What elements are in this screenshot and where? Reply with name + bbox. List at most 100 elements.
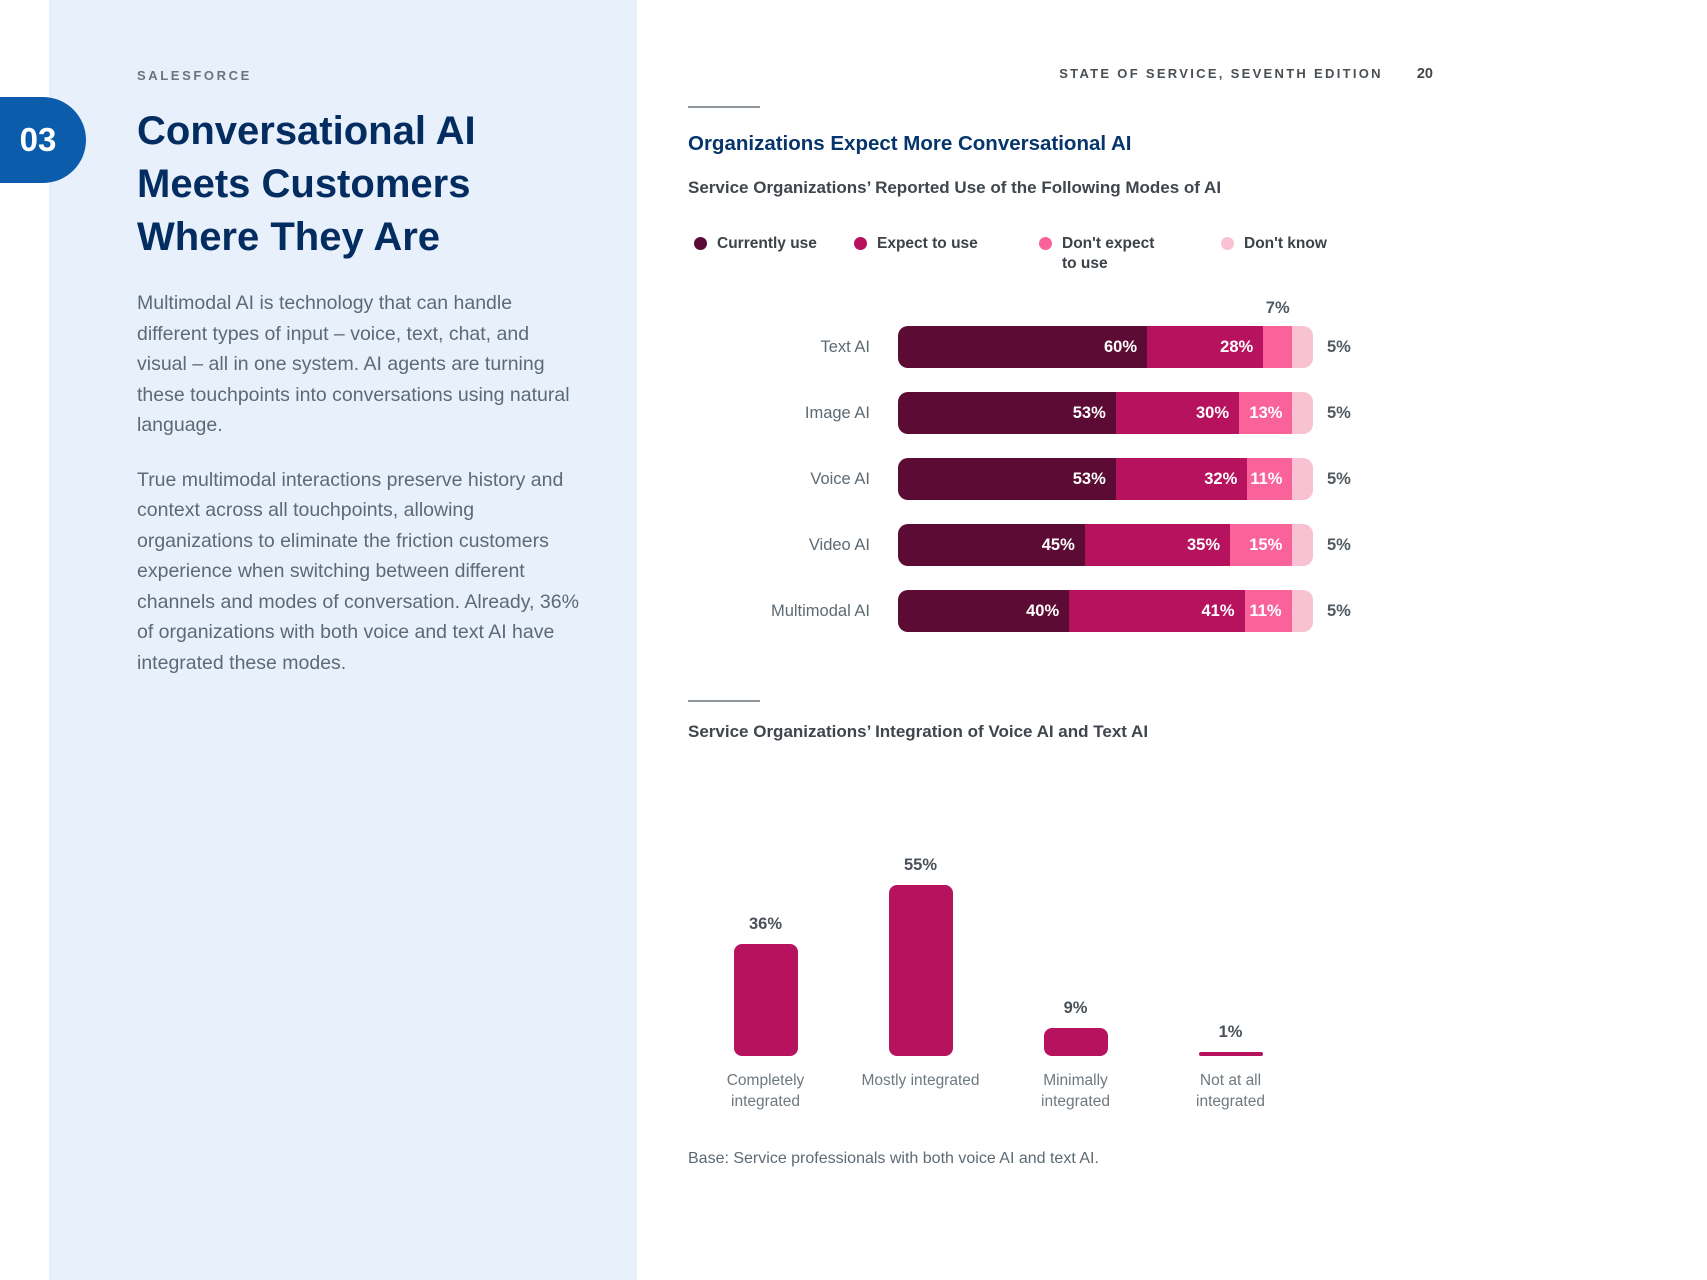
legend-dot: [1039, 237, 1052, 250]
row-label: Text AI: [820, 337, 870, 356]
page-number: 20: [1416, 66, 1433, 82]
column-plot: 36%: [688, 800, 843, 1056]
column-bar: [733, 944, 798, 1056]
bar-segment: 41%: [1069, 590, 1245, 632]
segment-value-label: 32%: [1204, 469, 1238, 488]
stacked-bar-row: Voice AI 53% 32% 11% 5%: [688, 458, 1351, 500]
segment-value-label: 53%: [1072, 403, 1106, 422]
body-paragraph: Multimodal AI is technology that can han…: [137, 292, 570, 436]
bar-segment: 13%: [1239, 392, 1293, 434]
segment-value-label: 60%: [1103, 337, 1137, 356]
bar-track: 53% 30% 13%: [898, 392, 1313, 434]
page-title-line: Conversational AI: [137, 109, 476, 153]
segment-value-label: 53%: [1072, 469, 1106, 488]
bar-track: 40% 41% 11%: [898, 590, 1313, 632]
column: 55% Mostly integrated: [843, 800, 998, 1112]
body-copy: Multimodal AI is technology that can han…: [137, 288, 579, 678]
segment-value-label: 15%: [1249, 535, 1283, 554]
segment-value-label: 41%: [1201, 601, 1235, 620]
base-note: Base: Service professionals with both vo…: [688, 1150, 1099, 1167]
legend-label: Expect to use: [877, 235, 978, 252]
page-title: Conversational AI Meets Customers Where …: [137, 105, 577, 264]
bar-track: 60% 28%: [898, 326, 1313, 368]
bar-outside-label: 5%: [1326, 403, 1351, 422]
row-label: Video AI: [808, 535, 870, 554]
bar-outside-label: 5%: [1326, 469, 1351, 488]
legend-dot: [694, 237, 707, 250]
column-plot: 9%: [998, 800, 1153, 1056]
bar-segment: 45%: [898, 524, 1085, 566]
column: 36% Completely integrated: [688, 800, 843, 1112]
row-label: Voice AI: [810, 469, 870, 488]
legend-item: Currently use: [694, 234, 854, 274]
edition-label: STATE OF SERVICE, SEVENTH EDITION: [1059, 66, 1383, 81]
legend-label: Don't expect to use: [1062, 235, 1155, 272]
segment-value-label: 11%: [1250, 469, 1283, 488]
section-divider: [688, 700, 760, 702]
segment-value-label: 30%: [1196, 403, 1230, 422]
column: 9% Minimally integrated: [998, 800, 1153, 1112]
segment-value-label: 45%: [1041, 535, 1075, 554]
stacked-bar-row: Video AI 45% 35% 15% 5%: [688, 524, 1351, 566]
document-header: STATE OF SERVICE, SEVENTH EDITION 20: [1059, 66, 1433, 82]
brand-label: SALESFORCE: [137, 68, 252, 83]
segment-value-label: 13%: [1249, 403, 1283, 422]
row-label: Image AI: [804, 403, 870, 422]
chart2-subtitle: Service Organizations’ Integration of Vo…: [688, 722, 1149, 741]
bar-track: 45% 35% 15%: [898, 524, 1313, 566]
bar-track: 53% 32% 11%: [898, 458, 1313, 500]
bar-segment: [1292, 458, 1313, 500]
row-label: Multimodal AI: [770, 601, 870, 620]
section-title: Organizations Expect More Conversational…: [688, 132, 1132, 155]
chapter-badge: 03: [0, 97, 86, 183]
bar-outside-label: 5%: [1326, 601, 1351, 620]
column-category-label: Minimally integrated: [1041, 1072, 1110, 1110]
legend-dot: [1221, 237, 1234, 250]
legend-dot: [854, 237, 867, 250]
bar-segment: 35%: [1084, 524, 1230, 566]
page-title-line: Where They Are: [137, 215, 441, 259]
column-plot: 1%: [1153, 800, 1308, 1056]
stacked-bar-row: Multimodal AI 40% 41% 11% 5%: [688, 590, 1351, 632]
chart1-legend: Currently use Expect to use Don't expect…: [694, 234, 1327, 274]
chapter-number: 03: [19, 121, 57, 158]
bar-segment: 32%: [1115, 458, 1248, 500]
column-category-label: Mostly integrated: [861, 1072, 980, 1089]
chart1-subtitle: Service Organizations’ Reported Use of t…: [688, 178, 1222, 197]
column-bar: [1198, 1052, 1263, 1056]
column-bar: [1043, 1028, 1108, 1056]
segment-value-label: 35%: [1186, 535, 1220, 554]
content-column: STATE OF SERVICE, SEVENTH EDITION 20 Org…: [688, 0, 1433, 1280]
bar-segment: [1292, 524, 1313, 566]
legend-label: Don't know: [1244, 235, 1327, 252]
segment-value-label: 40%: [1026, 601, 1060, 620]
bar-segment: [1292, 392, 1313, 434]
bar-segment: 28%: [1147, 326, 1264, 368]
bar-segment: 11%: [1247, 458, 1293, 500]
bar-segment: 11%: [1244, 590, 1292, 632]
column-value-label: 9%: [1063, 999, 1088, 1018]
column-plot: 55%: [843, 800, 998, 1056]
legend-label: Currently use: [717, 235, 817, 252]
segment-value-label: 28%: [1220, 337, 1254, 356]
page-title-line: Meets Customers: [137, 162, 471, 206]
legend-item: Expect to use: [854, 234, 1039, 274]
column-category-label: Completely integrated: [726, 1072, 805, 1110]
segment-value-label-above: 7%: [1265, 299, 1290, 317]
stacked-bar-row: Image AI 53% 30% 13% 5%: [688, 392, 1351, 434]
bar-segment: 30%: [1115, 392, 1240, 434]
section-divider: [688, 106, 760, 108]
body-paragraph: True multimodal interactions preserve hi…: [137, 468, 579, 674]
column-value-label: 55%: [903, 855, 938, 874]
bar-segment: [1263, 326, 1293, 368]
left-panel: 03 SALESFORCE Conversational AI Meets Cu…: [0, 0, 637, 1280]
bar-segment: 40%: [898, 590, 1070, 632]
column: 1% Not at all integrated: [1153, 800, 1308, 1112]
bar-outside-label: 5%: [1327, 535, 1351, 554]
column-bar: [888, 884, 953, 1056]
bar-segment: [1291, 590, 1313, 632]
bar-outside-label: 5%: [1326, 337, 1351, 356]
bar-segment: [1292, 326, 1313, 368]
bar-segment: 15%: [1230, 524, 1293, 566]
